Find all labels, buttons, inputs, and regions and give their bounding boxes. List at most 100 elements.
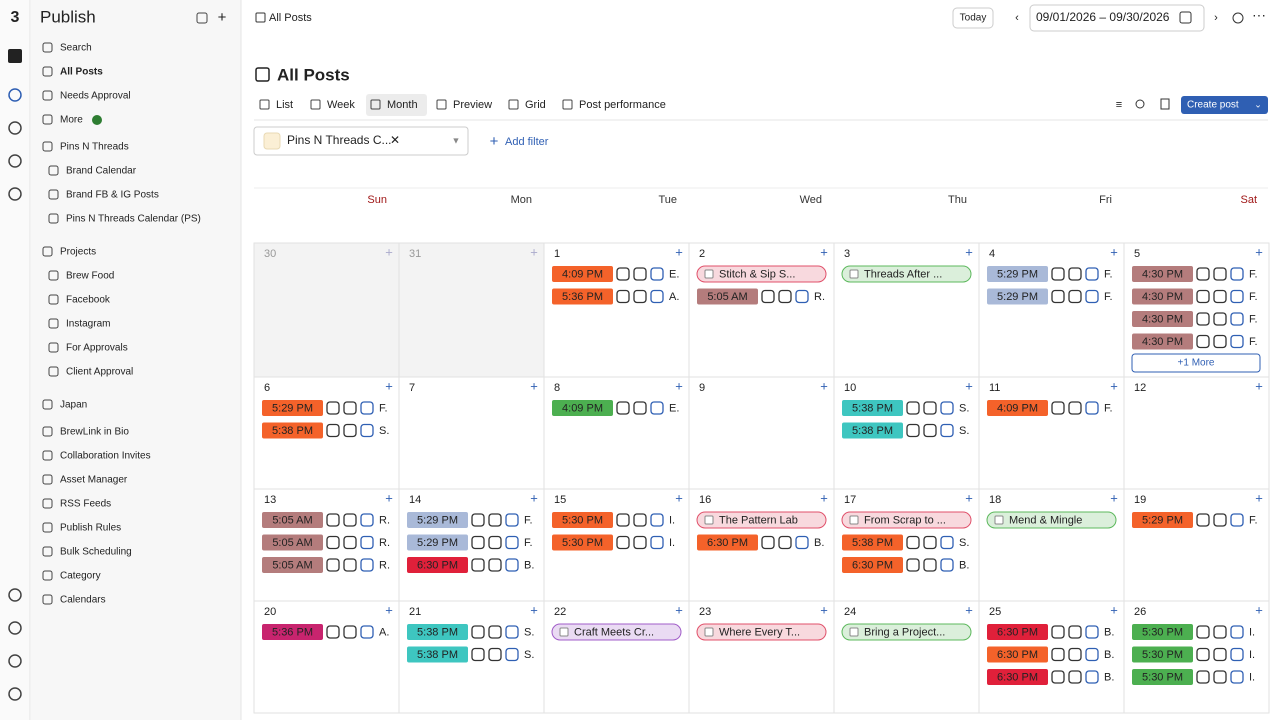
add-post[interactable]: +	[965, 490, 973, 505]
post-time[interactable]	[1132, 288, 1193, 305]
nav-item[interactable]: BrewLink in Bio	[60, 427, 129, 438]
nav-item[interactable]: For Approvals	[66, 343, 128, 354]
day-cell[interactable]	[253, 242, 400, 378]
day-cell[interactable]	[398, 242, 545, 378]
today-button[interactable]	[952, 7, 994, 29]
nav-item[interactable]: Asset Manager	[60, 475, 128, 486]
globe-icon[interactable]	[1232, 12, 1244, 24]
panel-icon[interactable]	[196, 12, 208, 24]
post-time[interactable]	[262, 400, 323, 416]
post-note[interactable]	[841, 511, 972, 529]
add-post[interactable]: +	[1255, 490, 1263, 505]
nav-item[interactable]: All Posts	[60, 67, 103, 78]
rail-icon[interactable]	[8, 187, 22, 201]
rail-icon[interactable]	[8, 154, 22, 168]
nav-item[interactable]: Pins N Threads	[60, 142, 129, 153]
add-post[interactable]: +	[675, 244, 683, 259]
nav-item[interactable]: Projects	[60, 247, 96, 258]
filter-icon[interactable]: ≡	[1116, 99, 1122, 111]
add-post[interactable]: +	[675, 490, 683, 505]
nav-item[interactable]: Facebook	[66, 295, 111, 306]
add-icon[interactable]: +	[218, 9, 227, 26]
post-time[interactable]	[552, 266, 613, 282]
day-cell[interactable]	[398, 376, 545, 490]
select-caret[interactable]: ▼	[452, 135, 461, 145]
post-time[interactable]	[697, 288, 758, 305]
add-post[interactable]: +	[530, 378, 538, 393]
post-time[interactable]	[407, 624, 468, 640]
search-icon[interactable]	[1135, 99, 1145, 109]
nav-item[interactable]: Japan	[60, 400, 87, 411]
nav-item[interactable]: RSS Feeds	[60, 499, 111, 510]
post-time[interactable]	[262, 624, 323, 640]
add-post[interactable]: +	[530, 490, 538, 505]
nav-item[interactable]: Search	[60, 43, 92, 54]
post-time[interactable]	[697, 534, 758, 551]
date-range-box[interactable]	[1029, 4, 1205, 32]
nav-item[interactable]: Brew Food	[66, 271, 114, 282]
post-time[interactable]	[262, 557, 323, 573]
add-post[interactable]: +	[1255, 244, 1263, 259]
add-post[interactable]: +	[1110, 378, 1118, 393]
post-time[interactable]	[1132, 669, 1193, 685]
add-post[interactable]: +	[675, 602, 683, 617]
day-cell[interactable]	[543, 376, 690, 490]
nav-item[interactable]: Instagram	[66, 319, 110, 330]
post-note[interactable]	[696, 623, 827, 641]
day-cell[interactable]	[688, 600, 835, 714]
add-post[interactable]: +	[820, 490, 828, 505]
add-post[interactable]: +	[530, 602, 538, 617]
day-cell[interactable]	[978, 242, 1125, 378]
post-time[interactable]	[842, 400, 903, 416]
add-post[interactable]: +	[820, 244, 828, 259]
post-note[interactable]	[696, 265, 827, 283]
add-post[interactable]: +	[1110, 490, 1118, 505]
export-icon[interactable]	[1160, 98, 1170, 110]
nav-item[interactable]: Collaboration Invites	[60, 451, 151, 462]
nav-item[interactable]: Category	[60, 571, 101, 582]
day-cell[interactable]	[688, 242, 835, 378]
nav-item[interactable]: Publish Rules	[60, 523, 121, 534]
post-time[interactable]	[407, 557, 468, 573]
rail-icon[interactable]	[8, 121, 22, 135]
post-note[interactable]	[551, 623, 682, 641]
chip-remove[interactable]: ✕	[390, 133, 400, 147]
tab[interactable]: Month	[387, 99, 418, 111]
rail-icon[interactable]	[8, 588, 22, 602]
rail-icon[interactable]	[8, 88, 22, 102]
next-arrow[interactable]: ›	[1214, 12, 1218, 24]
day-cell[interactable]	[1123, 376, 1270, 490]
post-time[interactable]	[987, 624, 1048, 640]
post-time[interactable]	[842, 422, 903, 439]
rail-icon[interactable]	[8, 687, 22, 701]
add-filter[interactable]: Add filter	[505, 136, 549, 148]
post-time[interactable]	[1132, 266, 1193, 282]
day-cell[interactable]	[688, 376, 835, 490]
day-cell[interactable]	[978, 376, 1125, 490]
add-post[interactable]: +	[965, 378, 973, 393]
post-time[interactable]	[552, 534, 613, 551]
post-note[interactable]	[841, 623, 972, 641]
post-time[interactable]	[842, 534, 903, 551]
tab[interactable]: Post performance	[579, 99, 666, 111]
post-time[interactable]	[262, 512, 323, 528]
more-button[interactable]	[1131, 353, 1261, 373]
post-time[interactable]	[262, 422, 323, 439]
day-cell[interactable]	[253, 600, 400, 714]
nav-item[interactable]: Bulk Scheduling	[60, 547, 132, 558]
tab[interactable]: Week	[327, 99, 355, 111]
add-post[interactable]: +	[820, 602, 828, 617]
add-post[interactable]: +	[385, 490, 393, 505]
add-post[interactable]: +	[965, 602, 973, 617]
nav-item[interactable]: Calendars	[60, 595, 106, 606]
post-time[interactable]	[407, 534, 468, 551]
post-time[interactable]	[552, 400, 613, 416]
post-time[interactable]	[1132, 646, 1193, 663]
nav-item[interactable]: Needs Approval	[60, 91, 131, 102]
nav-item[interactable]: Pins N Threads Calendar (PS)	[66, 214, 201, 225]
add-post[interactable]: +	[1110, 244, 1118, 259]
add-post[interactable]: +	[530, 244, 538, 259]
post-note[interactable]	[841, 265, 972, 283]
add-post[interactable]: +	[385, 602, 393, 617]
add-post[interactable]: +	[1255, 602, 1263, 617]
